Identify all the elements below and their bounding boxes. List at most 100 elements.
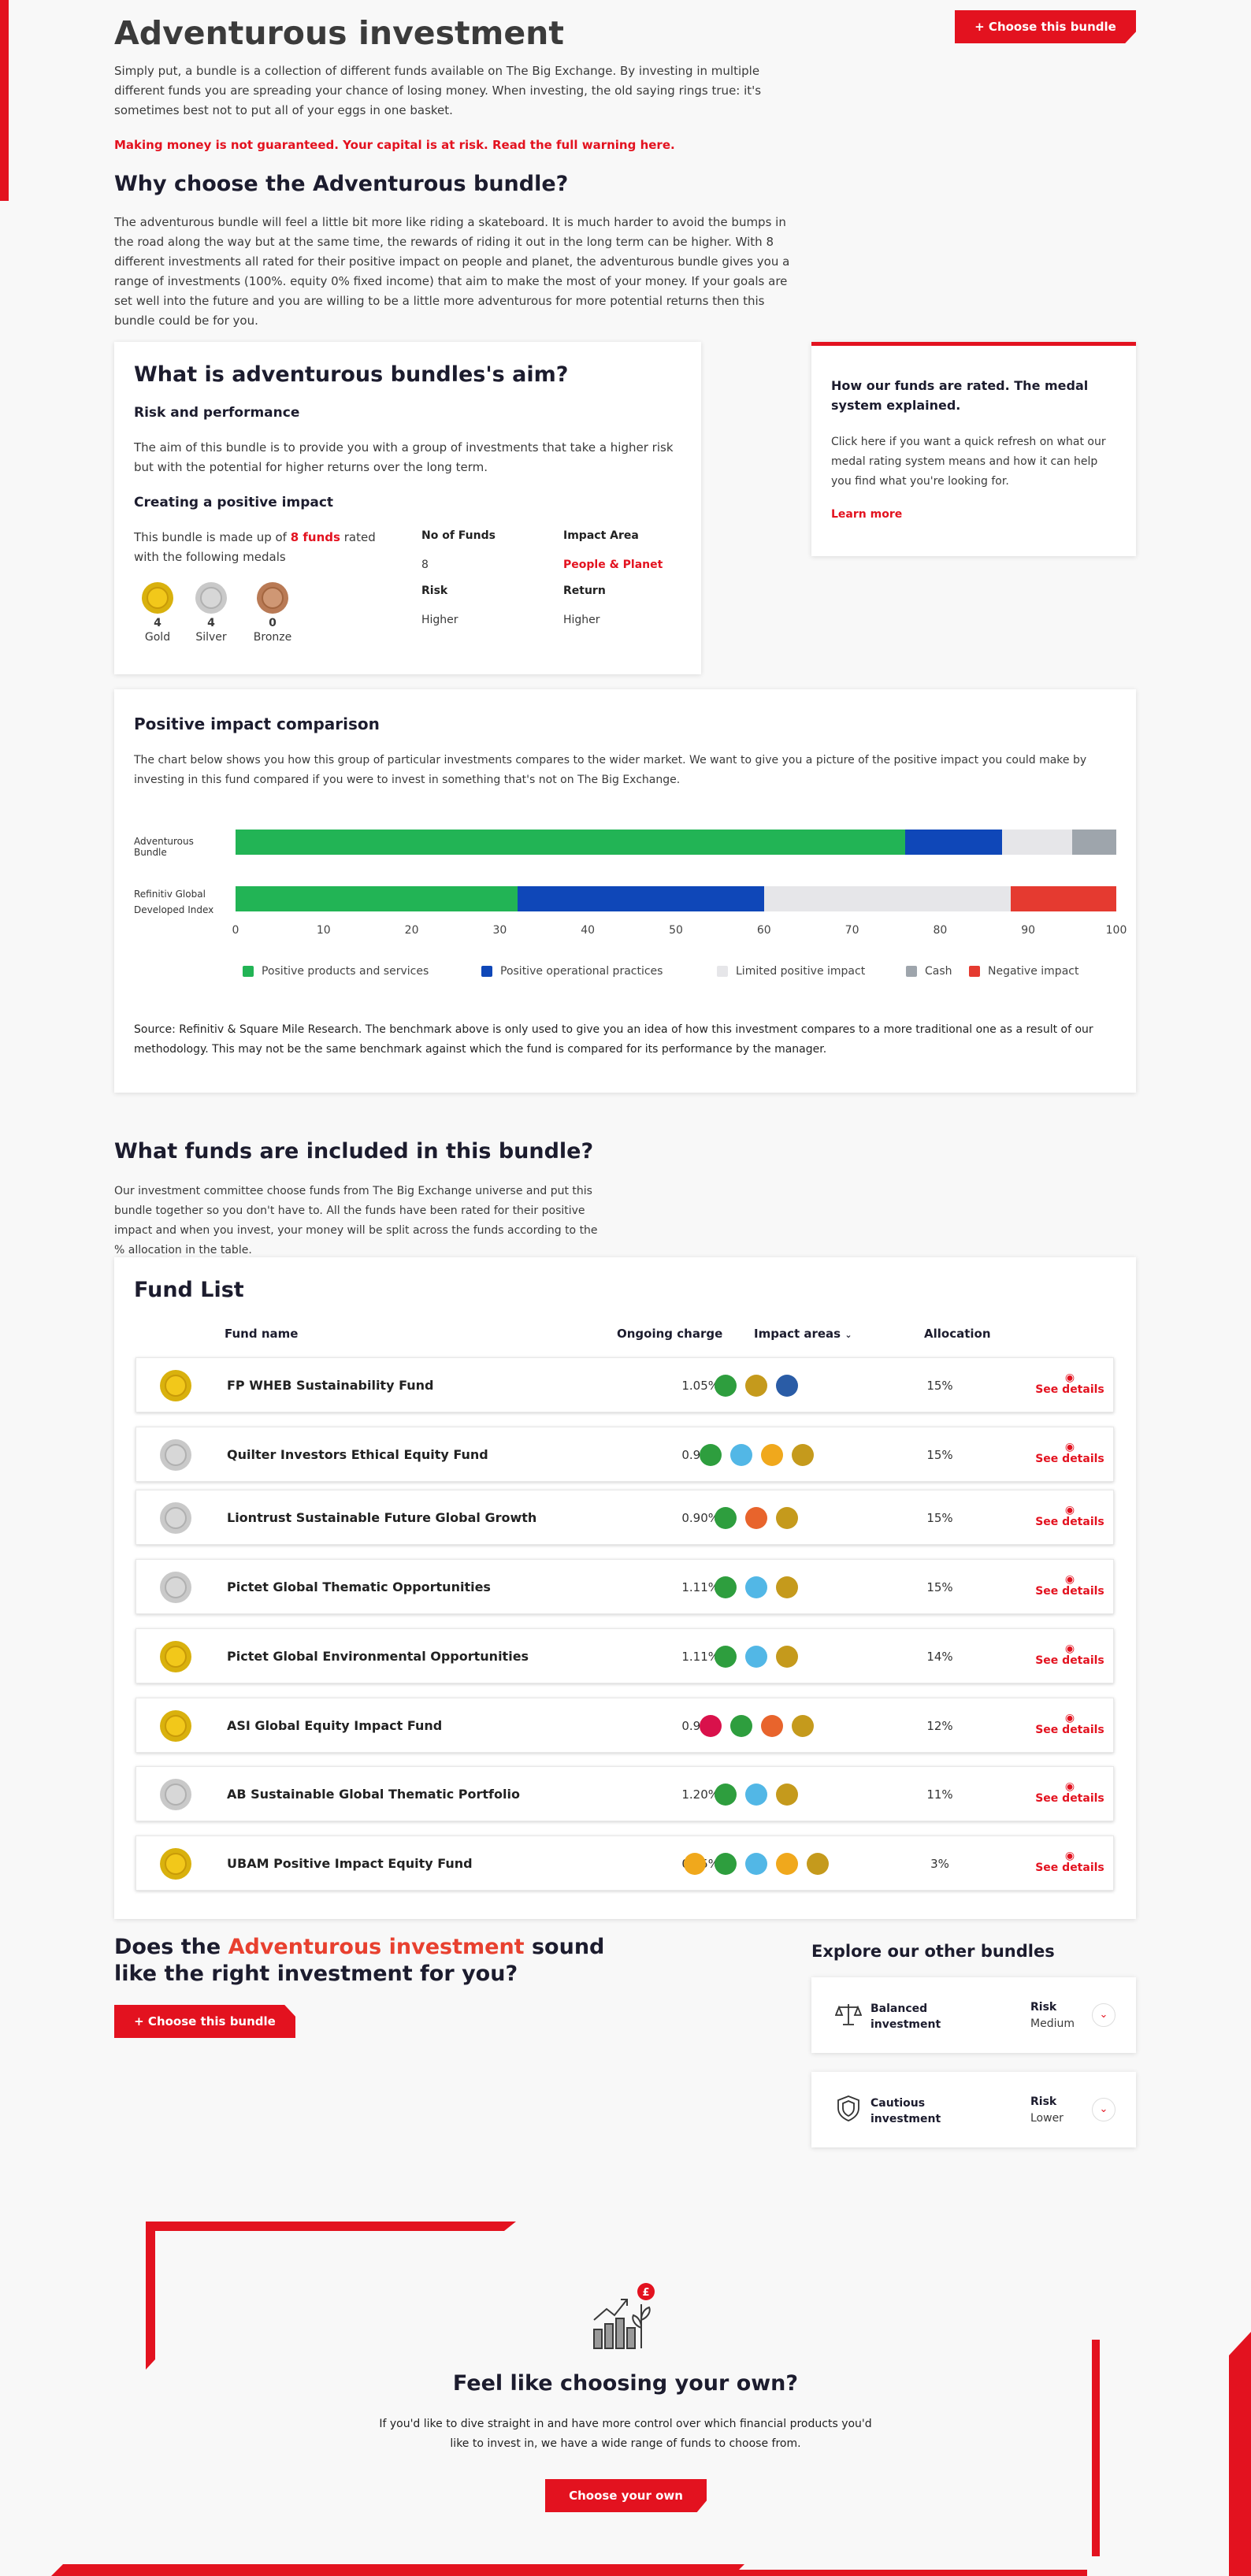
fund-row[interactable]: AB Sustainable Global Thematic Portfolio… xyxy=(135,1766,1114,1821)
energy-impact-icon[interactable] xyxy=(684,1853,706,1875)
eye-icon: ◉ xyxy=(1064,1441,1075,1453)
see-details-link[interactable]: ◉ See details xyxy=(1034,1850,1105,1874)
planet-impact-icon[interactable] xyxy=(776,1784,798,1806)
bundle-risk-value: Medium xyxy=(1030,2017,1075,2030)
health-impact-icon[interactable] xyxy=(745,1507,767,1529)
fund-name[interactable]: Pictet Global Environmental Opportunitie… xyxy=(227,1649,529,1664)
environment-impact-icon[interactable] xyxy=(715,1646,737,1668)
health-impact-icon[interactable] xyxy=(760,1715,783,1737)
environment-impact-icon[interactable] xyxy=(715,1576,737,1598)
fund-name[interactable]: ASI Global Equity Impact Fund xyxy=(227,1718,443,1733)
see-details-label: See details xyxy=(1035,1654,1104,1667)
water-impact-icon[interactable] xyxy=(745,1576,767,1598)
impact-icons xyxy=(715,1784,807,1806)
planet-impact-icon[interactable] xyxy=(776,1646,798,1668)
environment-impact-icon[interactable] xyxy=(715,1375,737,1397)
fund-row[interactable]: Quilter Investors Ethical Equity Fund0.9… xyxy=(135,1427,1114,1482)
see-details-link[interactable]: ◉ See details xyxy=(1034,1442,1105,1465)
legend-item: Negative impact xyxy=(969,965,1078,978)
see-details-link[interactable]: ◉ See details xyxy=(1034,1505,1105,1528)
fund-row[interactable]: FP WHEB Sustainability Fund 1.05% 15% ◉ See … xyxy=(135,1357,1114,1412)
x-tick-label: 80 xyxy=(933,924,948,937)
see-details-link[interactable]: ◉ See details xyxy=(1034,1643,1105,1667)
planet-impact-icon[interactable] xyxy=(791,1444,814,1466)
planet-impact-icon[interactable] xyxy=(791,1715,814,1737)
see-details-link[interactable]: ◉ See details xyxy=(1034,1574,1105,1598)
fund-row[interactable]: Pictet Global Environmental Opportunitie… xyxy=(135,1628,1114,1683)
bar-segment-limited-positive-impact xyxy=(763,886,1011,911)
planet-impact-icon[interactable] xyxy=(776,1576,798,1598)
stat-return-label: Return xyxy=(563,585,606,597)
energy-impact-icon[interactable] xyxy=(760,1444,783,1466)
fund-row[interactable]: ASI Global Equity Impact Fund0.93%12%◉Se… xyxy=(135,1698,1114,1753)
see-details-label: See details xyxy=(1035,1585,1104,1598)
fund-row[interactable]: Liontrust Sustainable Future Global Grow… xyxy=(135,1490,1114,1545)
see-details-link[interactable]: ◉ See details xyxy=(1034,1713,1105,1736)
water-impact-icon[interactable] xyxy=(745,1853,767,1875)
planet-impact-icon[interactable] xyxy=(776,1507,798,1529)
choose-bundle-button-bottom[interactable]: + Choose this bundle xyxy=(114,2005,295,2038)
impact-text: This bundle is made up of 8 funds rated … xyxy=(134,530,376,564)
bar-segment-positive-operational-practices xyxy=(517,886,764,911)
environment-impact-icon[interactable] xyxy=(715,1507,737,1529)
community-impact-icon[interactable] xyxy=(699,1715,722,1737)
x-tick-label: 90 xyxy=(1021,924,1036,937)
choose-your-own-button[interactable]: Choose your own xyxy=(545,2479,707,2512)
impact-icons xyxy=(684,1853,837,1875)
explore-title: Explore our other bundles xyxy=(811,1942,1055,1961)
bronze-medal-icon xyxy=(257,582,288,614)
fund-name[interactable]: FP WHEB Sustainability Fund xyxy=(227,1378,434,1393)
bundle-card-cautious[interactable]: Cautious investment Risk Lower ⌄ xyxy=(811,2072,1136,2147)
planet-impact-icon[interactable] xyxy=(745,1375,767,1397)
medal-silver: 4 Silver xyxy=(187,582,235,644)
see-details-link[interactable]: ◉ See details xyxy=(1034,1781,1105,1805)
stat-funds-value: 8 xyxy=(421,559,429,571)
medal-system-card[interactable]: How our funds are rated. The medal syste… xyxy=(811,342,1136,556)
fund-name[interactable]: UBAM Positive Impact Equity Fund xyxy=(227,1856,473,1871)
comparison-title: Positive impact comparison xyxy=(134,715,380,733)
x-tick-label: 30 xyxy=(492,924,507,937)
water-impact-icon[interactable] xyxy=(745,1646,767,1668)
eye-icon: ◉ xyxy=(1064,1372,1075,1384)
fund-row[interactable]: Pictet Global Thematic Opportunities 1.11… xyxy=(135,1559,1114,1614)
why-title: Why choose the Adventurous bundle? xyxy=(114,172,569,196)
choose-bundle-button-top[interactable]: + Choose this bundle xyxy=(955,10,1136,43)
capital-warning-link[interactable]: Making money is not guaranteed. Your cap… xyxy=(114,138,675,152)
people-impact-icon[interactable] xyxy=(776,1375,798,1397)
fund-allocation: 3% xyxy=(930,1857,949,1871)
medal-gold: 4 Gold xyxy=(134,582,181,644)
planet-impact-icon[interactable] xyxy=(807,1853,829,1875)
fund-row[interactable]: UBAM Positive Impact Equity Fund0.75%3%◉… xyxy=(135,1835,1114,1891)
legend-item: Limited positive impact xyxy=(717,965,865,978)
see-details-label: See details xyxy=(1035,1861,1104,1874)
bar-segment-limited-positive-impact xyxy=(1001,830,1073,855)
fund-name[interactable]: Quilter Investors Ethical Equity Fund xyxy=(227,1447,488,1462)
legend-item: Cash xyxy=(906,965,952,978)
environment-impact-icon[interactable] xyxy=(699,1444,722,1466)
water-impact-icon[interactable] xyxy=(745,1784,767,1806)
fund-name[interactable]: Liontrust Sustainable Future Global Grow… xyxy=(227,1510,537,1525)
water-impact-icon[interactable] xyxy=(729,1444,752,1466)
svg-text:£: £ xyxy=(642,2287,649,2299)
bundle-card-balanced[interactable]: Balanced investment Risk Medium ⌄ xyxy=(811,1977,1136,2053)
fund-name[interactable]: AB Sustainable Global Thematic Portfolio xyxy=(227,1787,520,1802)
environment-impact-icon[interactable] xyxy=(715,1853,737,1875)
energy-impact-icon[interactable] xyxy=(776,1853,798,1875)
see-details-label: See details xyxy=(1035,1792,1104,1805)
x-tick-label: 70 xyxy=(845,924,859,937)
expand-chevron-icon[interactable]: ⌄ xyxy=(1092,2003,1116,2027)
environment-impact-icon[interactable] xyxy=(729,1715,752,1737)
eye-icon: ◉ xyxy=(1064,1712,1075,1724)
bundle-name: Balanced investment xyxy=(871,2003,941,2031)
environment-impact-icon[interactable] xyxy=(715,1784,737,1806)
bundle-risk-label: Risk xyxy=(1030,2095,1057,2108)
expand-chevron-icon[interactable]: ⌄ xyxy=(1092,2098,1116,2121)
col-impact-areas[interactable]: Impact areas ⌄ xyxy=(754,1327,852,1341)
learn-more-link[interactable]: Learn more xyxy=(831,508,903,521)
page-title: Adventurous investment xyxy=(114,14,564,52)
fund-name[interactable]: Pictet Global Thematic Opportunities xyxy=(227,1579,491,1594)
fund-allocation: 14% xyxy=(926,1650,953,1664)
silver-medal-icon xyxy=(160,1502,191,1534)
fund-ongoing-charge: 0.90% xyxy=(681,1511,719,1525)
see-details-link[interactable]: ◉ See details xyxy=(1034,1372,1105,1396)
